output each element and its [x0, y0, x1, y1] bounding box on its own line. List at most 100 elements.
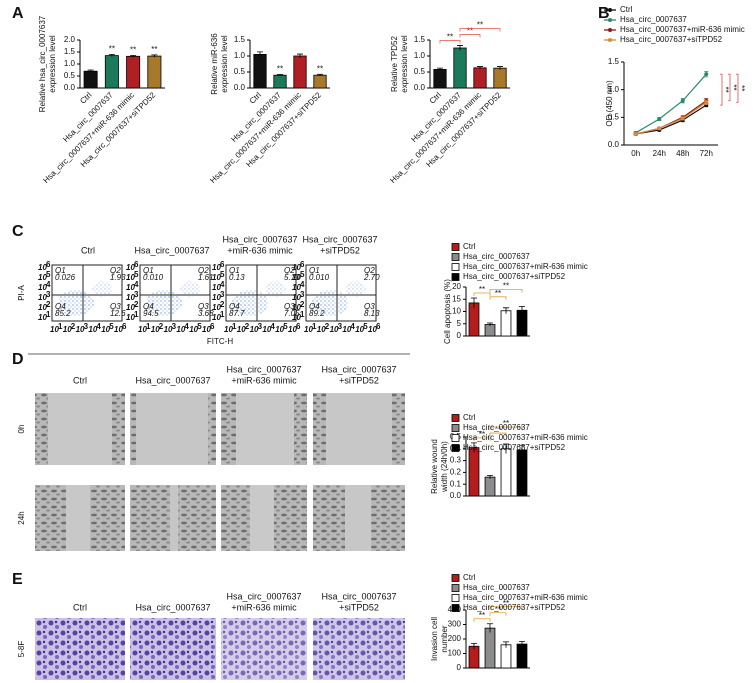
significance: **: [737, 85, 746, 91]
error-bar: [487, 623, 493, 633]
point: [704, 72, 709, 77]
series-line: [635, 104, 707, 135]
quadrant-value: 0.010: [309, 273, 330, 282]
significance: **: [277, 65, 283, 74]
significance: **: [130, 45, 136, 54]
error-bar: [519, 641, 525, 647]
y-tick-base: 10: [292, 273, 301, 282]
y-tick-base: 10: [38, 293, 47, 302]
legend-label: Hsa_circ_0007637: [463, 423, 530, 432]
quadrant-value: 12.6: [110, 309, 126, 318]
x-tick-label: Hsa_circ_0007637+miR-636 mimic: [41, 91, 136, 186]
quadrant-name: Q1: [55, 266, 66, 275]
bar: [83, 70, 98, 89]
y-axis-label: number: [440, 625, 449, 652]
significance: **: [503, 599, 509, 608]
x-tick-exp: 5: [363, 322, 368, 331]
legend-label: Hsa_circ_0007637+siTPD52: [463, 272, 566, 281]
y-tick-base: 10: [38, 263, 47, 272]
x-tick-label: 48h: [676, 149, 689, 158]
y-tick-label: 300: [448, 620, 462, 629]
error-bar: [257, 51, 263, 57]
significance-bracket: [489, 432, 507, 437]
quadrant-value: 2.70: [363, 273, 380, 282]
x-tick-base: 10: [224, 325, 233, 334]
panel-label: A: [12, 5, 24, 22]
y-axis-label: Relative miR-636: [210, 33, 219, 95]
x-tick-base: 10: [164, 325, 173, 334]
bar: [433, 69, 447, 89]
wound-header: Ctrl: [73, 375, 87, 385]
legend-marker: [608, 18, 612, 22]
significance-bracket: [489, 426, 523, 431]
significance-bracket: [728, 73, 731, 102]
significance-bracket: [473, 292, 491, 297]
y-tick-exp: 5: [46, 270, 51, 279]
y-tick-base: 10: [38, 313, 47, 322]
cell-cluster: [346, 281, 366, 297]
series-line: [635, 73, 707, 134]
legend-marker: [608, 38, 612, 42]
y-tick-base: 10: [126, 313, 135, 322]
legend-marker: [608, 28, 612, 32]
y-tick-label: 0.0: [414, 83, 426, 92]
x-tick-exp: 5: [283, 322, 288, 331]
y-tick-base: 10: [38, 273, 47, 282]
significance-bracket: [473, 618, 491, 622]
y-axis-label: expression level: [220, 35, 229, 93]
bar: [473, 67, 487, 89]
series-line: [635, 101, 707, 135]
invasion-header: +miR-636 mimic: [231, 602, 297, 612]
quadrant-name: Q4: [229, 302, 240, 311]
y-tick-base: 10: [292, 303, 301, 312]
quadrant-value: 0.010: [143, 273, 164, 282]
cell-cluster: [312, 290, 348, 316]
error-bar: [477, 66, 483, 70]
flow-header: +miR-636 mimic: [227, 245, 293, 255]
y-tick-exp: 2: [46, 300, 51, 309]
error-bar: [297, 53, 303, 58]
error-bar: [108, 54, 115, 57]
quadrant-value: 1.93: [110, 273, 126, 282]
y-tick-base: 10: [292, 283, 301, 292]
significance: **: [729, 84, 738, 90]
y-tick-label: 20: [452, 282, 461, 291]
y-tick-label: 0.1: [450, 479, 462, 488]
y-tick-label: 0.0: [608, 140, 620, 149]
cell-cluster: [266, 281, 286, 297]
x-tick-exp: 1: [232, 322, 237, 331]
point: [633, 131, 638, 136]
significance-bracket: [459, 28, 501, 32]
error-bar: [457, 45, 463, 51]
panel-label: D: [12, 351, 24, 368]
x-tick-label: 24h: [653, 149, 666, 158]
significance-bracket: [439, 40, 461, 44]
x-tick-base: 10: [50, 325, 59, 334]
x-axis-label: FITC-H: [207, 337, 233, 346]
x-tick-base: 10: [355, 325, 364, 334]
y-tick-label: 1.0: [64, 59, 76, 68]
error-bar: [497, 66, 503, 70]
x-tick-base: 10: [138, 325, 147, 334]
y-tick-exp: 6: [300, 260, 305, 269]
bar: [253, 54, 267, 89]
point: [657, 126, 662, 131]
y-tick-base: 10: [212, 293, 221, 302]
y-tick-base: 10: [38, 283, 47, 292]
x-tick-base: 10: [275, 325, 284, 334]
y-tick-exp: 3: [300, 290, 305, 299]
error-bar: [317, 73, 323, 77]
x-tick-exp: 2: [71, 322, 76, 331]
x-tick-exp: 1: [312, 322, 317, 331]
y-tick-label: 2.0: [64, 35, 76, 44]
bar: [126, 55, 141, 89]
significance-bracket: [489, 296, 507, 300]
y-tick-base: 10: [212, 313, 221, 322]
y-axis-label: expression level: [400, 35, 409, 93]
y-axis-label: width (24h/0h): [440, 441, 449, 493]
y-tick-exp: 1: [46, 310, 51, 319]
y-tick-label: 0.5: [608, 112, 620, 121]
y-tick-label: 0: [457, 663, 462, 672]
invasion-images: [35, 618, 405, 680]
wound-header: Hsa_circ_0007637: [321, 364, 396, 374]
